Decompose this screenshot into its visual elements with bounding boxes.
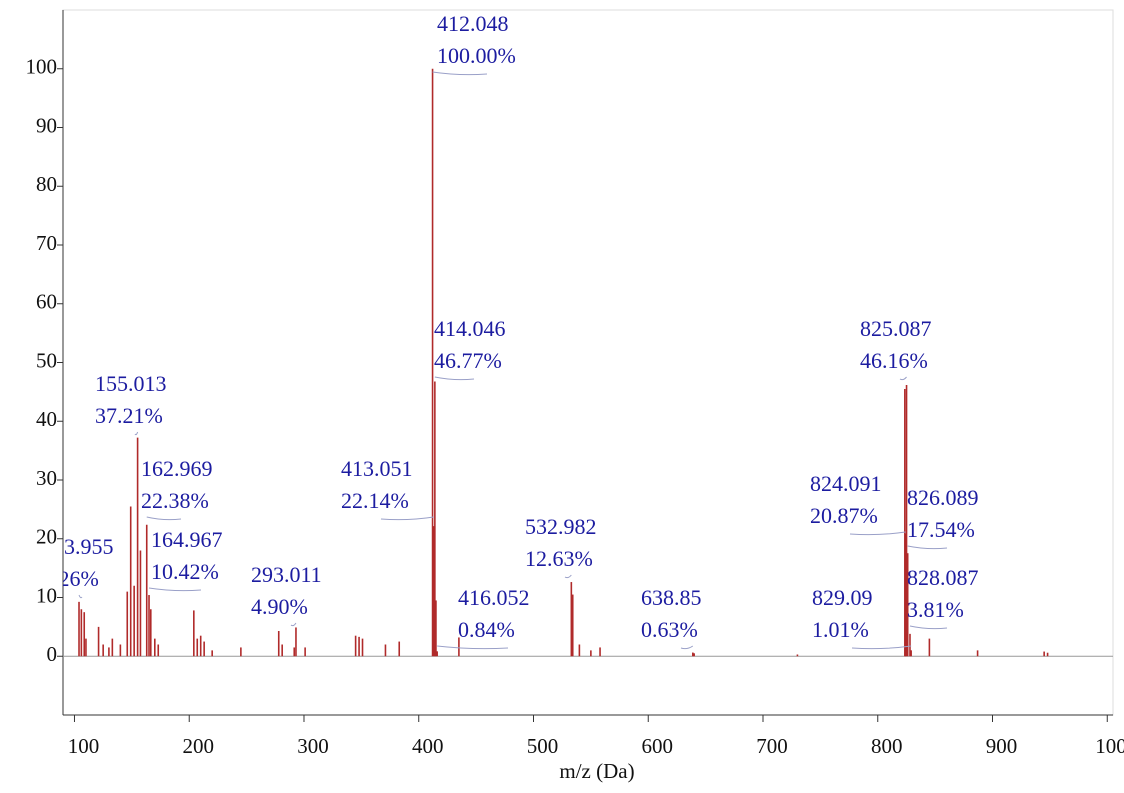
plot-area: 103.955 9.26% 155.013 37.21% 162.969 22.38% 16…	[42, 11, 1113, 657]
x-tick-label: 1000	[1095, 734, 1124, 758]
x-tick-label: 500	[527, 734, 559, 758]
y-tick-label: 0	[47, 642, 58, 666]
x-tick-label: 200	[182, 734, 214, 758]
label-leader	[146, 516, 182, 521]
label-leader	[78, 594, 83, 599]
peak-mz-label: 412.048	[437, 11, 509, 36]
x-tick-label: 800	[871, 734, 903, 758]
peak-intensity-label: 37.21%	[95, 403, 163, 428]
label-leader	[849, 531, 906, 536]
peak-intensity-label: 4.90%	[251, 594, 308, 619]
label-leader	[134, 431, 139, 436]
label-leader	[437, 645, 509, 650]
peak-intensity-label: 10.42%	[151, 559, 219, 584]
peak-mz-label: 164.967	[151, 527, 223, 552]
peak-mz-label: 532.982	[525, 514, 597, 539]
peak-intensity-label: 0.84%	[458, 617, 515, 642]
peak-intensity-label: 12.63%	[525, 546, 593, 571]
peak-mz-label: 413.051	[341, 456, 413, 481]
x-tick-label: 400	[412, 734, 444, 758]
x-tick-label: 700	[756, 734, 788, 758]
peak-intensity-label: 0.63%	[641, 617, 698, 642]
y-tick-label: 10	[36, 583, 57, 607]
peak-intensity-label: 9.26%	[42, 566, 99, 591]
label-leader	[380, 516, 434, 521]
peak-mz-label: 824.091	[810, 471, 882, 496]
label-leader	[434, 376, 475, 381]
y-tick-label: 30	[36, 466, 57, 490]
label-leader	[148, 587, 202, 592]
peak-intensity-label: 1.01%	[812, 617, 869, 642]
y-tick-label: 20	[36, 525, 57, 549]
peak-intensity-label: 3.81%	[907, 597, 964, 622]
peak-mz-label: 638.85	[641, 585, 702, 610]
peak-mz-label: 162.969	[141, 456, 213, 481]
label-leader	[680, 645, 694, 650]
peak-mz-label: 414.046	[434, 316, 506, 341]
x-tick-label: 300	[297, 734, 329, 758]
label-leader	[899, 376, 907, 381]
y-tick-label: 90	[36, 113, 57, 137]
label-leader	[564, 574, 572, 579]
label-leader	[851, 645, 912, 650]
peak-mz-label: 155.013	[95, 371, 167, 396]
peak-mz-label: 826.089	[907, 485, 979, 510]
peak-intensity-label: 22.14%	[341, 488, 409, 513]
peak-intensity-label: 46.77%	[434, 348, 502, 373]
peak-intensity-label: 46.16%	[860, 348, 928, 373]
label-leader	[907, 545, 948, 550]
x-tick-label: 900	[986, 734, 1018, 758]
peak-intensity-label: 100.00%	[437, 43, 516, 68]
label-leader	[432, 71, 488, 76]
y-tick-label: 50	[36, 348, 57, 372]
label-leader	[290, 622, 297, 627]
label-leader	[909, 625, 948, 630]
x-tick-label: 600	[641, 734, 673, 758]
y-tick-label: 100	[26, 55, 58, 79]
y-tick-label: 70	[36, 231, 57, 255]
peak-intensity-label: 20.87%	[810, 503, 878, 528]
y-tick-label: 40	[36, 407, 57, 431]
x-tick-label: 100	[68, 734, 100, 758]
peak-intensity-label: 17.54%	[907, 517, 975, 542]
peak-mz-label: 416.052	[458, 585, 530, 610]
peak-mz-label: 825.087	[860, 316, 932, 341]
y-tick-label: 80	[36, 172, 57, 196]
peak-mz-label: 829.09	[812, 585, 873, 610]
peak-mz-label: 293.011	[251, 562, 322, 587]
peak-mz-label: 103.955	[42, 534, 114, 559]
peak-mz-label: 828.087	[907, 565, 979, 590]
peak-intensity-label: 22.38%	[141, 488, 209, 513]
y-tick-label: 60	[36, 290, 57, 314]
x-axis-title: m/z (Da)	[559, 759, 634, 783]
